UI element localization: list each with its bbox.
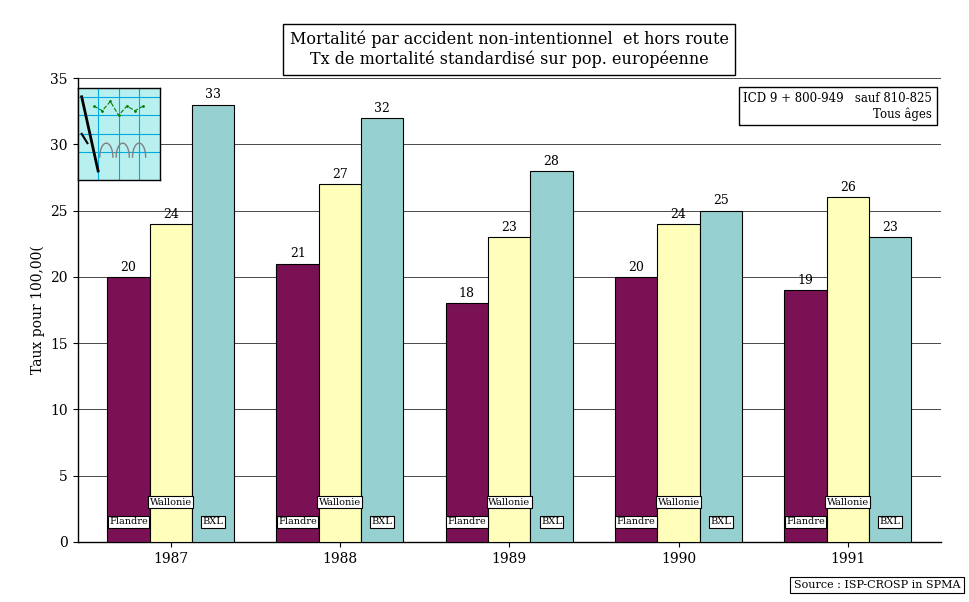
Text: BXL: BXL — [541, 518, 561, 526]
Text: BXL: BXL — [709, 518, 731, 526]
Text: Flandre: Flandre — [109, 518, 147, 526]
Text: Flandre: Flandre — [616, 518, 655, 526]
Text: Wallonie: Wallonie — [657, 498, 699, 506]
Text: Flandre: Flandre — [785, 518, 824, 526]
Text: Wallonie: Wallonie — [826, 498, 868, 506]
Bar — [276, 264, 319, 542]
Bar — [108, 277, 149, 542]
Text: 19: 19 — [797, 274, 813, 287]
Text: 24: 24 — [670, 208, 686, 221]
Text: BXL: BXL — [879, 518, 899, 526]
Bar — [614, 277, 657, 542]
Bar — [657, 224, 699, 542]
Text: 26: 26 — [839, 181, 855, 194]
Title: Mortalité par accident non-intentionnel  et hors route
Tx de mortalité standardi: Mortalité par accident non-intentionnel … — [290, 31, 728, 69]
Text: Wallonie: Wallonie — [319, 498, 360, 506]
Text: ICD 9 + 800-949   sauf 810-825
Tous âges: ICD 9 + 800-949 sauf 810-825 Tous âges — [742, 92, 931, 121]
Bar — [360, 118, 403, 542]
Text: Wallonie: Wallonie — [487, 498, 530, 506]
Text: Source : ISP-CROSP in SPMA: Source : ISP-CROSP in SPMA — [793, 580, 959, 590]
Text: 18: 18 — [458, 287, 475, 300]
Bar — [784, 290, 826, 542]
Bar — [192, 105, 234, 542]
Bar — [699, 211, 741, 542]
Text: 20: 20 — [120, 261, 137, 273]
Bar — [446, 303, 487, 542]
Text: BXL: BXL — [371, 518, 392, 526]
Text: 24: 24 — [163, 208, 178, 221]
Text: 23: 23 — [881, 221, 897, 234]
Text: 33: 33 — [204, 88, 221, 101]
Bar — [826, 197, 868, 542]
Text: 21: 21 — [290, 247, 305, 260]
Bar — [868, 237, 910, 542]
Text: 28: 28 — [543, 155, 559, 168]
Bar — [319, 184, 360, 542]
Text: 20: 20 — [628, 261, 643, 273]
Text: 32: 32 — [374, 102, 390, 114]
Text: 23: 23 — [501, 221, 516, 234]
Text: Flandre: Flandre — [278, 518, 317, 526]
Bar — [530, 171, 572, 542]
Text: Flandre: Flandre — [447, 518, 485, 526]
Text: BXL: BXL — [203, 518, 223, 526]
Bar — [487, 237, 530, 542]
Bar — [149, 224, 192, 542]
Y-axis label: Taux pour 100,00(: Taux pour 100,00( — [30, 246, 45, 374]
Text: Wallonie: Wallonie — [149, 498, 192, 506]
Text: 25: 25 — [712, 194, 728, 207]
Text: 27: 27 — [331, 168, 348, 181]
